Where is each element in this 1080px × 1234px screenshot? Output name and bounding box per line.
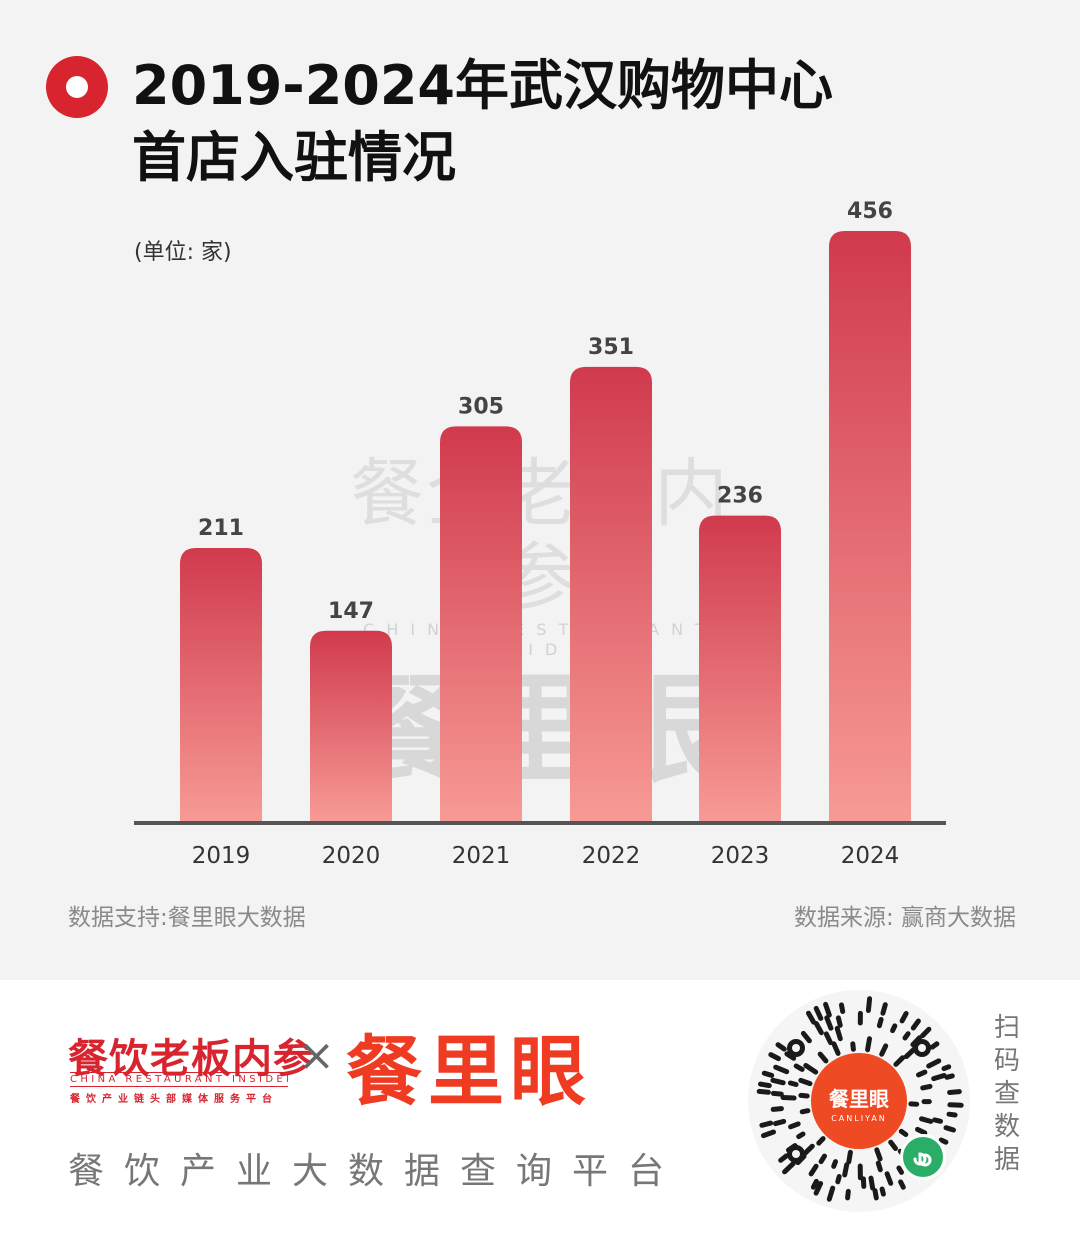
qr-center-cn: 餐里眼 (829, 1087, 889, 1111)
scan-char: 查 (993, 1079, 1020, 1109)
scan-char: 据 (993, 1145, 1020, 1175)
unit-label: (单位: 家) (134, 240, 232, 265)
x-tick-label-2019: 2019 (192, 843, 251, 869)
scan-char: 数 (993, 1112, 1020, 1142)
title-line-1: 2019-2024年武汉购物中心 (132, 54, 833, 117)
data-label-2021: 305 (458, 394, 504, 419)
x-tick-label-2023: 2023 (711, 843, 770, 869)
brand-name-cn: 餐饮老板内参 (68, 1035, 314, 1082)
scan-hint: 扫 码 查 数 据 (992, 1012, 1022, 1177)
scan-char: 扫 (993, 1013, 1020, 1043)
data-support-note: 数据支持:餐里眼大数据 (68, 905, 306, 931)
bar-2020 (310, 630, 392, 821)
times-separator: × (298, 1030, 335, 1081)
data-label-2024: 456 (847, 199, 893, 224)
data-label-2022: 351 (588, 335, 634, 360)
x-tick-label-2021: 2021 (452, 843, 511, 869)
bar-2022 (570, 366, 652, 821)
canliyan-logo: 餐里眼 (346, 1027, 592, 1116)
bar-2019 (180, 547, 262, 821)
footer-banner: 餐饮老板内参 CHINA RESTAURANT INSIDER 餐饮产业链头部媒… (0, 980, 1080, 1234)
data-label-2020: 147 (328, 599, 374, 624)
chart-card: 2019-2024年武汉购物中心 首店入驻情况 (单位: 家) 餐企老板内参 C… (0, 0, 1080, 980)
title-line-2: 首店入驻情况 (132, 126, 456, 189)
bar-chart: 211 2019 147 2020 305 2021 351 2022 236 2023 456 20… (134, 199, 946, 869)
brand-name-en: CHINA RESTAURANT INSIDER (70, 1072, 288, 1087)
brand-tagline: 餐饮产业链头部媒体服务平台 (70, 1094, 278, 1105)
bar-2023 (699, 515, 781, 821)
qr-center-en: CANLIYAN (831, 1114, 887, 1123)
data-source-note: 数据来源: 赢商大数据 (793, 905, 1016, 931)
bar-2021 (440, 426, 522, 821)
qr-pattern (756, 996, 964, 1202)
platform-slogan: 餐饮产业大数据查询平台 (68, 1151, 685, 1192)
bar-2024 (829, 231, 911, 821)
qr-code-icon[interactable]: 餐里眼 CANLIYAN (748, 990, 970, 1212)
scan-char: 码 (993, 1046, 1020, 1076)
data-label-2019: 211 (198, 516, 244, 541)
x-tick-label-2024: 2024 (841, 843, 900, 869)
qr-center-logo: 餐里眼 CANLIYAN (811, 1053, 907, 1149)
red-ring-icon (46, 56, 108, 118)
x-tick-label-2022: 2022 (582, 843, 641, 869)
mini-program-icon (900, 1134, 946, 1180)
data-label-2023: 236 (717, 484, 763, 509)
chart-title: 2019-2024年武汉购物中心 首店入驻情况 (132, 50, 1032, 194)
x-tick-label-2020: 2020 (322, 843, 381, 869)
